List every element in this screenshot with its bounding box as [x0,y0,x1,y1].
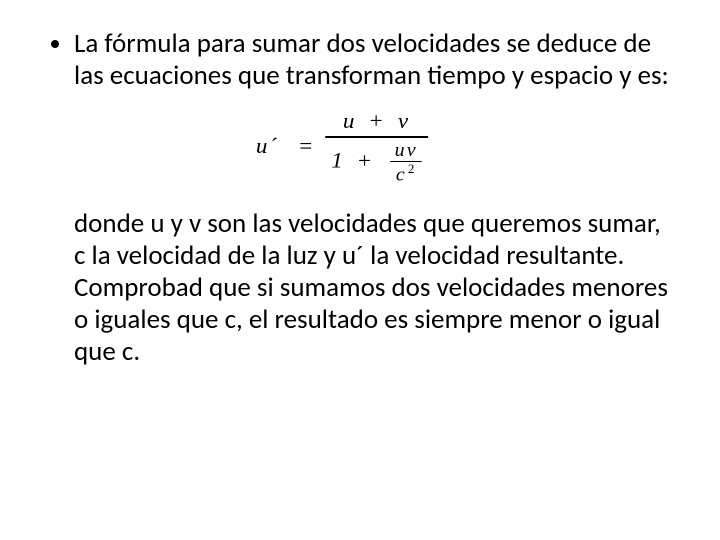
sub-fraction-bar [390,161,421,162]
paragraph-explanation: donde u y v son las velocidades que quer… [74,208,670,367]
plus-sign: + [364,108,390,133]
main-fraction: u + v 1 + uv c2 [325,106,428,187]
var-u: u [343,108,357,133]
denominator: 1 + uv c2 [325,139,428,186]
prime-mark: ´ [271,133,281,158]
var-v: v [398,108,410,133]
equals-sign: = [289,133,325,159]
const-one: 1 [331,148,345,173]
sub-denominator: c2 [392,163,421,184]
slide: La fórmula para sumar dos velocidades se… [0,0,720,540]
paragraph-intro: La fórmula para sumar dos velocidades se… [74,28,670,92]
var-u-prime: u [256,133,270,158]
bullet-list: La fórmula para sumar dos velocidades se… [40,28,670,368]
bullet-item: La fórmula para sumar dos velocidades se… [74,28,670,368]
plus-sign: + [353,148,379,173]
fraction-bar [325,136,428,138]
formula-container: u´ = u + v 1 + [44,106,640,187]
sub-fraction: uv c2 [390,141,421,184]
velocity-addition-formula: u´ = u + v 1 + [256,106,428,187]
exponent-2: 2 [408,162,417,176]
numerator: u + v [337,106,417,135]
sub-numerator: uv [390,141,421,160]
var-c: c [396,164,407,185]
formula-lhs: u´ [256,133,289,159]
